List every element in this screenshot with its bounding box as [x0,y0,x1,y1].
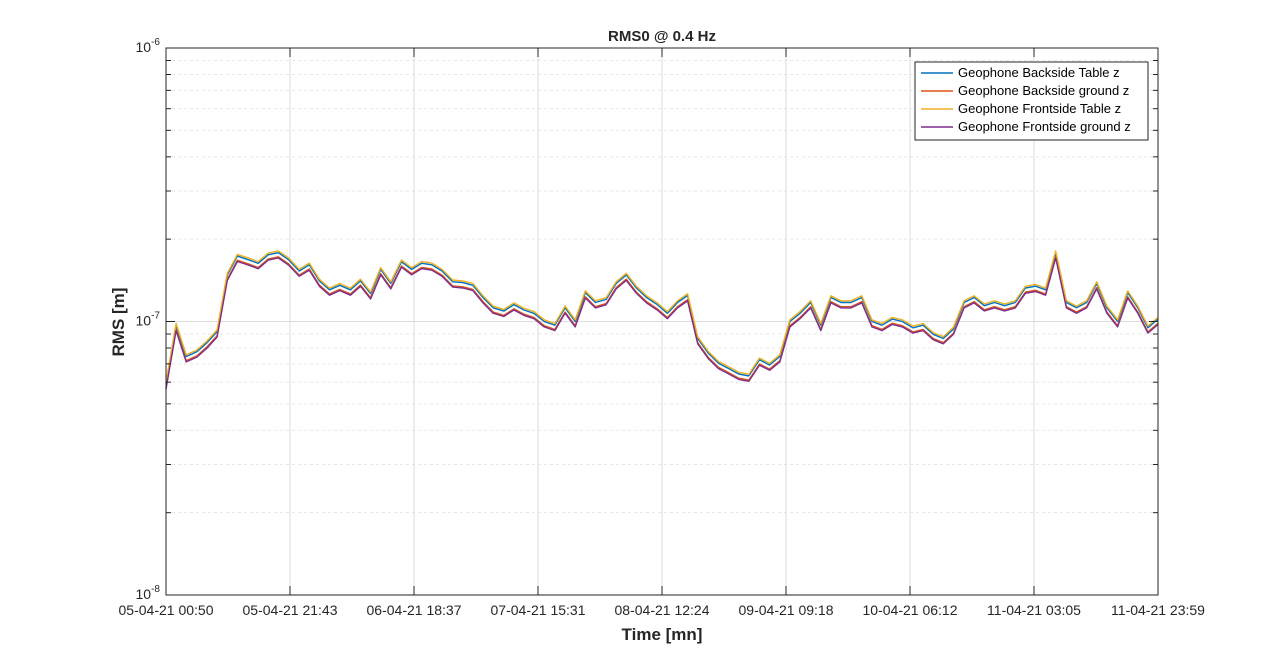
y-tick-labels: 10-8 10-7 10-6 [136,37,161,602]
series-line [165,250,1159,383]
x-tick-labels: 05-04-21 00:50 05-04-21 21:43 06-04-21 18:… [119,602,1206,618]
legend-box [914,61,1149,141]
ticks [165,47,1159,596]
x-tick-label: 06-04-21 18:37 [367,602,462,618]
y-tick-label: 10-7 [136,311,161,329]
y-tick-label: 10-6 [136,37,161,55]
x-tick-label: 05-04-21 21:43 [243,602,338,618]
legend: Geophone Backside Table z Geophone Backsi… [914,61,1149,141]
series-line [165,257,1159,390]
legend-entry: Geophone Frontside Table z [958,101,1121,116]
x-tick-label: 09-04-21 09:18 [739,602,834,618]
y-axis-label: RMS [m] [109,288,128,357]
legend-entry: Geophone Backside ground z [958,83,1129,98]
chart-title: RMS0 @ 0.4 Hz [608,28,716,45]
x-tick-label: 11-04-21 23:59 [1111,602,1205,618]
x-tick-label: 11-04-21 03:05 [987,602,1081,618]
x-tick-label: 05-04-21 00:50 [119,602,214,618]
series-line [165,251,1159,385]
x-axis-label: Time [mn] [622,625,703,644]
x-tick-label: 07-04-21 15:31 [491,602,586,618]
legend-entry: Geophone Frontside ground z [958,119,1131,134]
x-tick-label: 08-04-21 12:24 [615,602,710,618]
series-line [165,256,1159,389]
x-tick-label: 10-04-21 06:12 [863,602,958,618]
y-tick-label: 10-8 [136,584,161,602]
series-lines [165,250,1159,390]
legend-entry: Geophone Backside Table z [958,65,1120,80]
